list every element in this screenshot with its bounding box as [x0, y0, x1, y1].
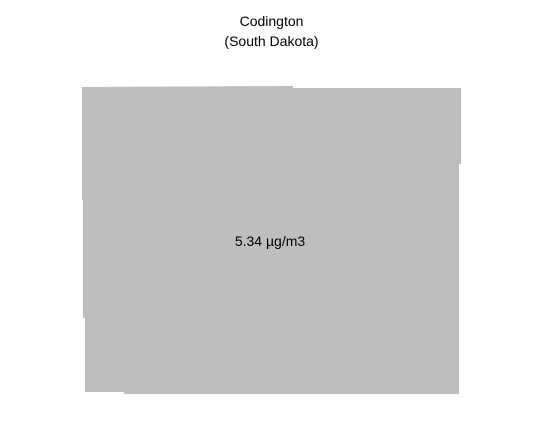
county-shape — [82, 86, 461, 394]
county-name: Codington — [239, 13, 304, 29]
state-name: (South Dakota) — [224, 33, 319, 49]
county-value-label: 5.34 µg/m3 — [235, 233, 306, 249]
map-title: Codington (South Dakota) — [0, 11, 543, 51]
